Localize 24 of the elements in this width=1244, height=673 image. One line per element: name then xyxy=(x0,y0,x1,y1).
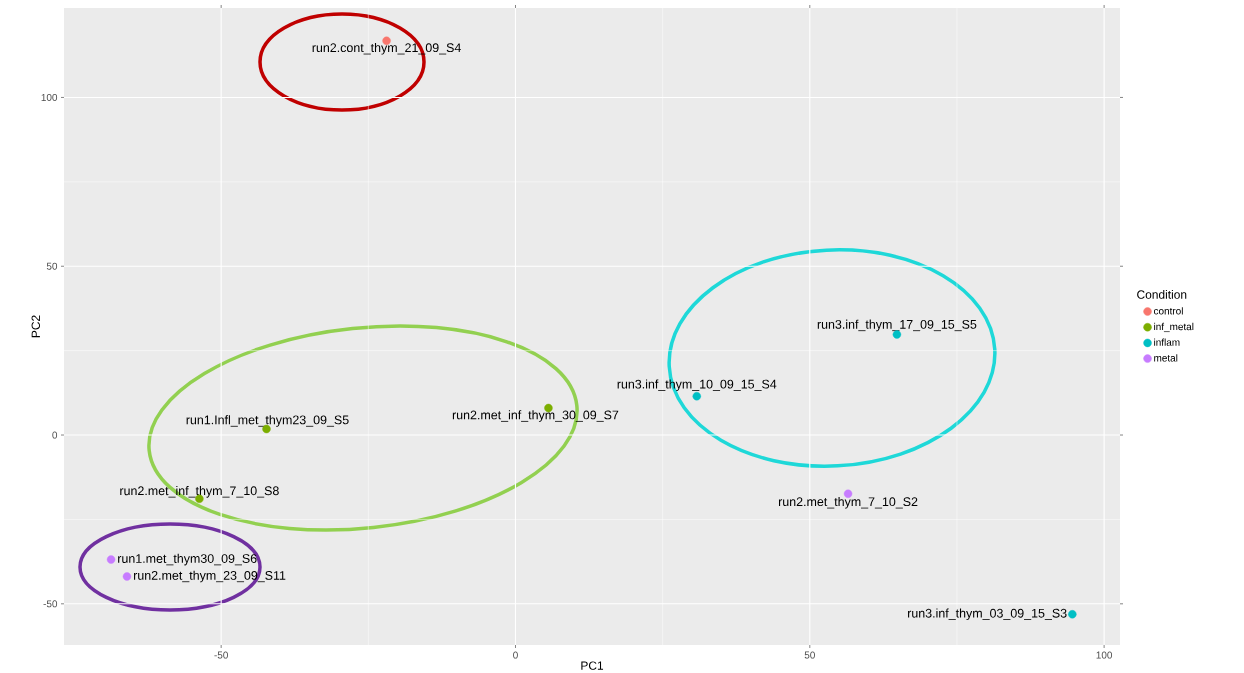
annotation: run3.inf_thym_03_09_15_S3 xyxy=(908,608,1067,621)
point xyxy=(106,555,116,564)
point xyxy=(1068,610,1077,619)
point xyxy=(692,392,701,401)
legend-label: inf_metal xyxy=(1154,322,1194,333)
x-axis-title: PC1 xyxy=(581,661,604,670)
y-tick-label: 0 xyxy=(52,431,58,439)
y-axis-title: PC2 xyxy=(31,315,41,338)
annotation: run1.met_thym30_09_S6 xyxy=(118,553,257,566)
legend-label: inflam xyxy=(1154,338,1180,346)
legend-label: metal xyxy=(1154,354,1178,362)
x-tick-label: 0 xyxy=(513,651,518,659)
x-tick-label: 50 xyxy=(804,651,815,659)
annotation: run2.met_thym_7_10_S2 xyxy=(778,496,918,509)
y-tick-label: 50 xyxy=(46,262,58,270)
y-tick-label: -50 xyxy=(43,600,58,608)
legend-label: control xyxy=(1153,307,1183,315)
point xyxy=(122,572,132,581)
annotation: run1.Infl_met_thym23_09_S5 xyxy=(186,415,349,427)
annotation: run3.inf_thym_17_09_15_S5 xyxy=(817,319,977,332)
legend-title: Condition xyxy=(1137,290,1187,299)
x-tick-label: -50 xyxy=(214,651,228,659)
x-tick-label: 100 xyxy=(1096,651,1113,659)
y-tick-label: 100 xyxy=(41,93,58,101)
